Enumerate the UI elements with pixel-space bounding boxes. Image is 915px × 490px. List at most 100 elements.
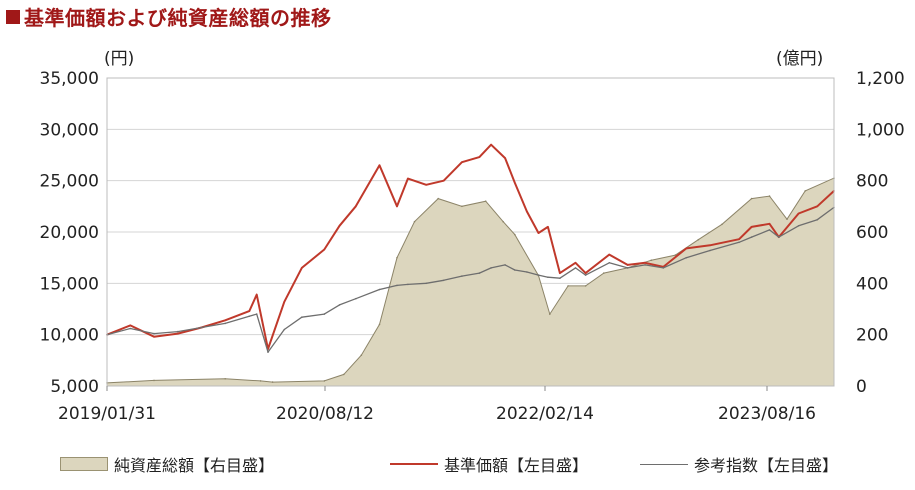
chart-title-text: 基準価額および純資産総額の推移 <box>24 6 332 30</box>
chart-title: 基準価額および純資産総額の推移 <box>6 2 332 31</box>
data-point <box>778 236 780 238</box>
data-point <box>301 316 303 319</box>
data-point <box>650 259 653 262</box>
data-point <box>484 200 487 202</box>
data-point <box>603 272 605 274</box>
right-tick-label: 400 <box>856 274 888 294</box>
data-point <box>685 256 688 259</box>
data-point <box>396 256 398 259</box>
data-point <box>255 293 258 296</box>
data-point <box>413 220 416 223</box>
data-point <box>768 229 771 231</box>
data-point <box>709 244 711 247</box>
left-tick-label: 20,000 <box>40 223 99 243</box>
x-tick-label: 2020/08/12 <box>276 404 374 424</box>
right-tick-label: 600 <box>856 223 888 243</box>
data-point <box>738 238 740 240</box>
data-point <box>626 264 629 266</box>
data-point <box>547 276 549 279</box>
data-point <box>224 322 226 325</box>
data-point <box>153 332 155 335</box>
data-point <box>750 197 753 200</box>
right-tick-label: 200 <box>856 326 888 346</box>
data-point <box>224 319 226 322</box>
legend-label-benchmark: 参考指数【左目盛】 <box>694 456 839 475</box>
data-point <box>396 205 398 208</box>
data-point <box>490 143 492 146</box>
data-point <box>504 264 506 266</box>
x-tick-label: 2019/01/31 <box>58 404 156 424</box>
data-point <box>502 220 505 223</box>
data-point <box>674 254 677 256</box>
data-point <box>537 274 540 276</box>
data-point <box>608 253 611 256</box>
data-point <box>750 236 753 238</box>
data-point <box>129 327 132 330</box>
data-point <box>514 233 516 236</box>
data-point <box>584 272 587 274</box>
data-point <box>153 379 155 382</box>
data-point <box>559 272 561 274</box>
data-point <box>584 285 587 287</box>
data-point <box>271 381 274 383</box>
legend-label-net-assets: 純資産総額【右目盛】 <box>114 456 275 475</box>
data-point <box>608 262 611 264</box>
data-point <box>559 277 561 280</box>
data-point <box>709 249 711 252</box>
data-point <box>437 197 440 200</box>
data-point <box>338 304 341 306</box>
series-area-net-assets <box>106 177 835 387</box>
data-point <box>129 324 132 327</box>
left-tick-label: 35,000 <box>40 69 99 89</box>
data-point <box>177 332 179 335</box>
data-point <box>255 313 258 315</box>
data-point <box>526 271 528 273</box>
right-axis: 0 200 400 600 800 1,000 1,200 <box>856 69 905 397</box>
legend-item-benchmark: 参考指数【左目盛】 <box>640 452 838 476</box>
data-point <box>626 267 629 269</box>
data-point <box>153 335 155 338</box>
data-point <box>355 297 357 300</box>
data-point <box>343 373 345 376</box>
right-tick-label: 1,200 <box>856 69 905 89</box>
data-point <box>526 210 528 213</box>
data-point <box>574 262 577 264</box>
data-point <box>378 164 381 167</box>
data-point <box>407 177 409 180</box>
data-point <box>574 267 577 269</box>
data-point <box>644 264 646 266</box>
data-point <box>644 262 646 264</box>
x-axis: 2019/01/31 2020/08/12 2022/02/14 2023/08/16 <box>58 386 816 424</box>
legend-swatch-nav-line <box>390 463 438 465</box>
data-point <box>396 284 398 287</box>
right-tick-label: 0 <box>856 377 867 397</box>
data-point <box>461 275 463 277</box>
data-point <box>267 351 269 353</box>
right-axis-unit: (億円) <box>776 49 824 69</box>
data-point <box>224 378 226 380</box>
data-point <box>514 181 516 184</box>
data-point <box>662 267 665 269</box>
data-point <box>461 161 463 163</box>
data-point <box>355 205 357 208</box>
data-point <box>478 272 481 274</box>
data-point <box>685 247 688 250</box>
data-point <box>549 313 551 315</box>
left-tick-label: 5,000 <box>50 377 99 397</box>
data-point <box>478 156 481 158</box>
data-point <box>442 179 445 182</box>
data-point <box>425 184 428 186</box>
legend-item-net-assets: 純資産総額【右目盛】 <box>60 452 274 476</box>
data-point <box>378 323 381 326</box>
data-point <box>425 282 428 285</box>
right-tick-label: 800 <box>856 172 888 192</box>
data-point <box>378 288 381 291</box>
right-tick-label: 1,000 <box>856 120 905 140</box>
data-point <box>338 225 341 227</box>
data-point <box>259 380 262 382</box>
data-point <box>804 190 806 192</box>
data-point <box>283 328 286 331</box>
data-point <box>360 354 363 357</box>
data-point <box>768 195 771 197</box>
data-point <box>442 279 445 282</box>
